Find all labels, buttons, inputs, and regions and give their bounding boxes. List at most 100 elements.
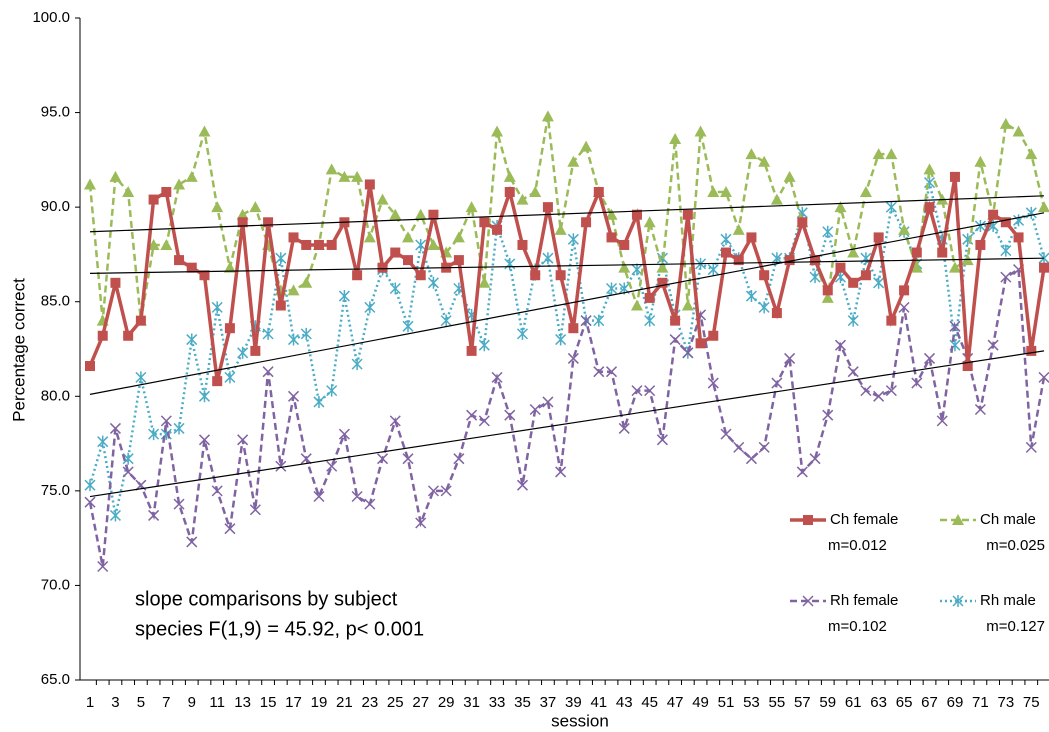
x-tick-label: 71	[972, 694, 989, 711]
x-tick-label: 29	[438, 694, 455, 711]
marker	[568, 323, 579, 334]
x-tick-label: 61	[845, 694, 862, 711]
marker	[923, 352, 936, 364]
marker	[1025, 206, 1037, 219]
marker	[860, 385, 872, 397]
marker	[770, 193, 783, 205]
marker	[567, 155, 580, 167]
marker	[733, 441, 745, 453]
marker	[618, 422, 630, 434]
annotation: species F(1,9) = 45.92, p< 0.001	[135, 618, 424, 640]
marker	[886, 315, 897, 326]
marker	[479, 217, 490, 228]
x-tick-label: 1	[86, 694, 94, 711]
marker	[911, 247, 922, 258]
y-tick-label: 95.0	[41, 104, 70, 121]
marker	[224, 523, 236, 535]
legend-marker	[802, 595, 814, 607]
legend-item: Rh female m=0.102	[790, 592, 898, 635]
marker	[771, 377, 783, 389]
marker	[695, 338, 706, 349]
marker	[962, 361, 973, 372]
legend-item: Rh male m=0.127	[940, 592, 1045, 635]
x-tick-label: 27	[412, 694, 429, 711]
y-tick-label: 90.0	[41, 198, 70, 215]
marker	[97, 330, 108, 341]
x-tick-label: 35	[514, 694, 531, 711]
marker	[465, 201, 478, 213]
marker	[275, 300, 286, 311]
marker	[211, 201, 224, 213]
marker	[211, 485, 223, 497]
y-axis-label: Percentage correct	[9, 278, 28, 422]
x-tick-label: 41	[590, 694, 607, 711]
marker	[275, 252, 287, 265]
marker	[644, 385, 656, 397]
marker	[1038, 252, 1049, 265]
marker	[554, 223, 567, 235]
y-tick-label: 70.0	[41, 576, 70, 593]
marker	[631, 209, 642, 220]
slope-label: m=0.102	[828, 618, 887, 635]
marker	[504, 257, 516, 270]
marker	[160, 415, 172, 427]
x-tick-label: 49	[692, 694, 709, 711]
marker	[949, 171, 960, 182]
marker	[555, 270, 566, 281]
marker	[109, 422, 121, 434]
marker	[275, 460, 287, 472]
marker	[326, 460, 338, 472]
marker	[1013, 214, 1025, 227]
legend-item: Ch female m=0.012	[790, 511, 898, 554]
series-line	[88, 176, 1046, 382]
marker	[1025, 148, 1038, 160]
marker	[211, 301, 223, 314]
marker	[1038, 201, 1049, 213]
marker	[198, 434, 211, 446]
legend-label: Ch female	[830, 511, 898, 528]
slope-label: m=0.012	[828, 537, 887, 554]
marker	[491, 125, 504, 137]
x-tick-label: 31	[463, 694, 480, 711]
marker	[1013, 232, 1024, 243]
marker	[873, 232, 884, 243]
marker	[542, 202, 553, 213]
marker	[618, 261, 631, 273]
x-tick-label: 21	[336, 694, 353, 711]
marker	[173, 498, 185, 510]
marker	[746, 232, 757, 243]
marker	[885, 201, 897, 214]
marker	[377, 453, 389, 465]
legend-marker	[952, 514, 964, 525]
marker	[1012, 125, 1025, 137]
marker	[97, 560, 109, 573]
x-tick-label: 11	[209, 694, 225, 711]
marker	[517, 239, 528, 250]
marker	[721, 247, 731, 258]
marker	[173, 178, 186, 190]
marker	[478, 276, 491, 288]
marker	[236, 208, 249, 220]
marker	[656, 434, 668, 446]
marker	[745, 290, 757, 303]
x-tick-label: 47	[667, 694, 684, 711]
marker	[822, 225, 834, 238]
marker	[338, 170, 351, 182]
marker	[873, 390, 885, 402]
marker	[821, 291, 834, 303]
marker	[174, 255, 185, 266]
marker	[555, 333, 567, 346]
marker	[287, 333, 300, 346]
marker	[619, 239, 630, 250]
marker	[745, 453, 757, 465]
x-tick-label: 7	[162, 694, 170, 711]
marker	[541, 110, 554, 122]
marker	[822, 409, 834, 421]
trend-line	[89, 195, 1045, 233]
marker	[440, 485, 452, 497]
marker	[326, 239, 337, 250]
marker	[670, 315, 681, 326]
x-tick-label: 19	[311, 694, 328, 711]
marker	[949, 320, 961, 332]
